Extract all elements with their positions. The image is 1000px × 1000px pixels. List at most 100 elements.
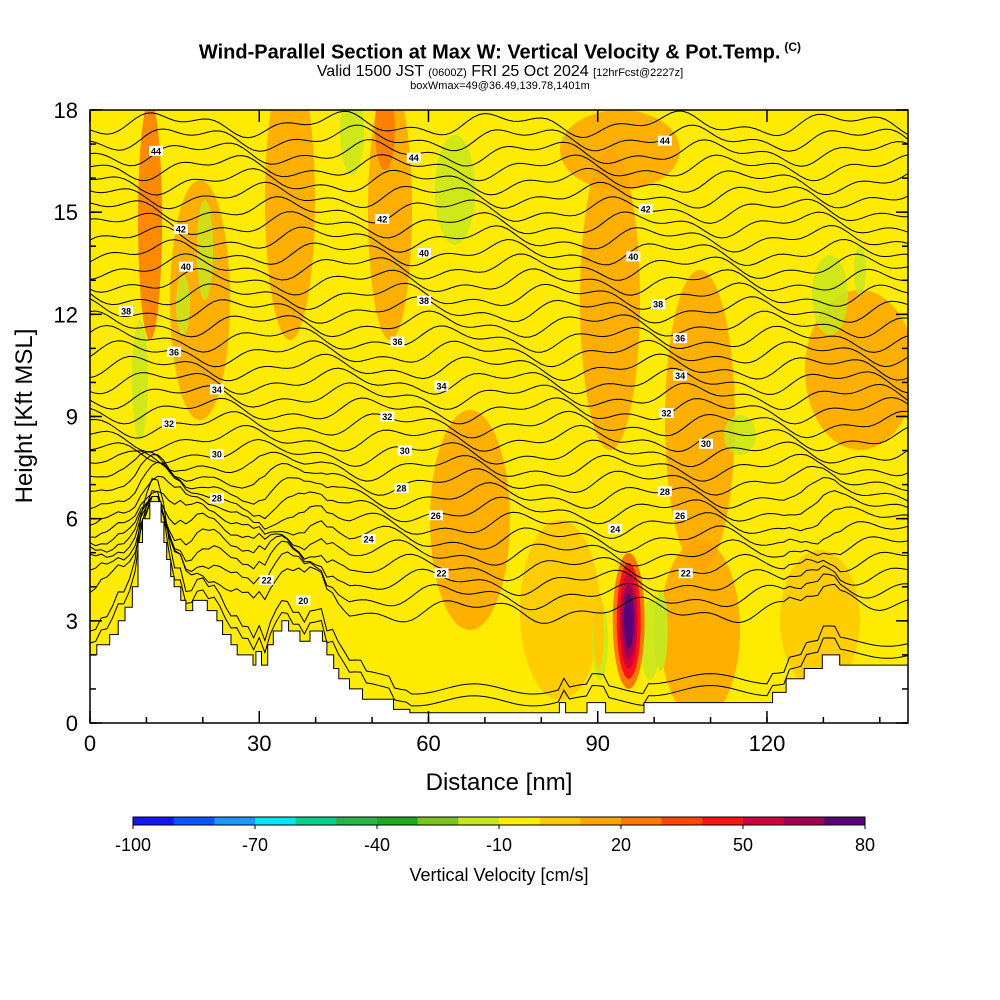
y-tick-labels: 0 3 6 9 12 15 18 [54,98,78,736]
contour-label-text: 36 [169,347,179,357]
contour-label-text: 34 [675,371,685,381]
contour-label-text: 28 [660,487,670,497]
theta-line [90,451,908,496]
contour-label-bg [119,305,134,316]
contour-label: 30 [397,445,412,456]
colorbar-swatch [824,817,866,825]
contour-label: 40 [416,248,431,259]
y-tick-label: 9 [66,405,78,430]
contour-label-text: 20 [298,596,308,606]
contour-label-text: 40 [628,252,638,262]
contour-label: 36 [390,336,405,347]
theta-line [90,496,908,597]
theta-line-surface [90,489,908,707]
contour-label-bg [678,568,693,579]
contour-label: 40 [626,251,641,262]
contour-label: 38 [416,295,431,306]
contour-label-text: 38 [419,296,429,306]
contour-label-bg [390,336,405,347]
contour-label: 36 [167,346,182,357]
contour-label-bg [361,534,376,545]
forecast-info: [12hrFcst@2227z] [593,66,684,79]
contour-label-text: 30 [701,439,711,449]
contour-label-bg [416,248,431,259]
contour-label-bg [259,574,274,585]
updraft-flank [593,592,604,669]
velocity-patch [580,150,640,450]
contour-label: 38 [119,305,134,316]
contour-label-text: 32 [164,419,174,429]
contour-label: 20 [296,595,311,606]
theta-line [90,310,908,339]
downdraft-flank [653,590,668,671]
velocity-patch [340,110,364,175]
valid-date: FRI 25 Oct 2024 [471,62,589,80]
colorbar-swatch [214,817,256,825]
contour-label-bg [380,411,395,422]
contour-label-text: 44 [660,136,670,146]
colorbar-swatch [783,817,825,825]
colorbar-labels: -100 -70 -40 -10 20 50 80 [115,825,875,855]
contour-label-bg [651,299,666,310]
contour-label-text: 22 [262,575,272,585]
velocity-patch [660,540,740,720]
theta-line [90,496,908,611]
contour-label-bg [397,445,412,456]
contour-label-text: 24 [364,535,374,545]
contour-label: 34 [209,384,224,395]
theta-line-surface [90,477,908,695]
theta-line [90,238,908,267]
colorbar-swatch [417,817,459,825]
contour-label: 30 [209,448,224,459]
copyright-mark: (C) [784,40,802,54]
contour-labels: 44 44 44 42 42 42 40 40 40 38 38 38 36 36 36 34 34 34 32 32… [119,135,714,606]
contour-label: 42 [375,213,390,224]
theta-line [90,253,908,281]
colorbar-swatch [499,817,540,825]
theta-line [90,410,908,439]
contour-label-text: 26 [675,511,685,521]
contour-label-bg [178,261,193,272]
contour-label-bg [657,486,672,497]
contour-label: 34 [673,370,688,381]
velocity-patch [812,255,848,335]
contour-label: 42 [638,203,653,214]
contour-label: 34 [434,380,449,391]
contour-label-bg [673,510,688,521]
theta-line [90,225,908,253]
contour-label: 24 [608,523,623,534]
theta-line [90,110,908,139]
updraft-core [623,592,634,649]
y-tick-label: 0 [66,711,78,736]
theta-line [90,396,908,425]
valid-utc: (0600Z) [428,66,467,79]
contour-label: 30 [699,438,714,449]
contour-label-text: 40 [419,249,429,259]
contour-label-text: 36 [392,337,402,347]
contour-label-bg [209,493,224,504]
colorbar-label: -70 [242,835,268,855]
contour-label: 24 [361,534,376,545]
contour-label: 44 [406,152,421,163]
contour-label: 36 [673,333,688,344]
contour-label: 44 [657,135,672,146]
colorbar-swatch [702,817,744,825]
contour-label: 22 [259,574,274,585]
contour-label-bg [428,510,443,521]
theta-line [90,496,908,624]
contour-label: 32 [380,411,395,422]
contour-label-bg [406,152,421,163]
velocity-field [132,110,908,720]
x-tick-label: 120 [749,731,786,756]
contour-label: 38 [651,299,666,310]
contour-label-text: 34 [436,381,446,391]
contour-label-text: 22 [436,569,446,579]
colorbar-swatch [336,817,378,825]
valid-time: Valid 1500 JST [316,62,424,80]
axis-ticks [89,109,908,724]
colorbar-swatch [621,817,662,825]
contour-label: 32 [161,418,176,429]
theta-contours [90,110,908,707]
velocity-patch [138,110,162,340]
colorbar-swatch [173,817,215,825]
